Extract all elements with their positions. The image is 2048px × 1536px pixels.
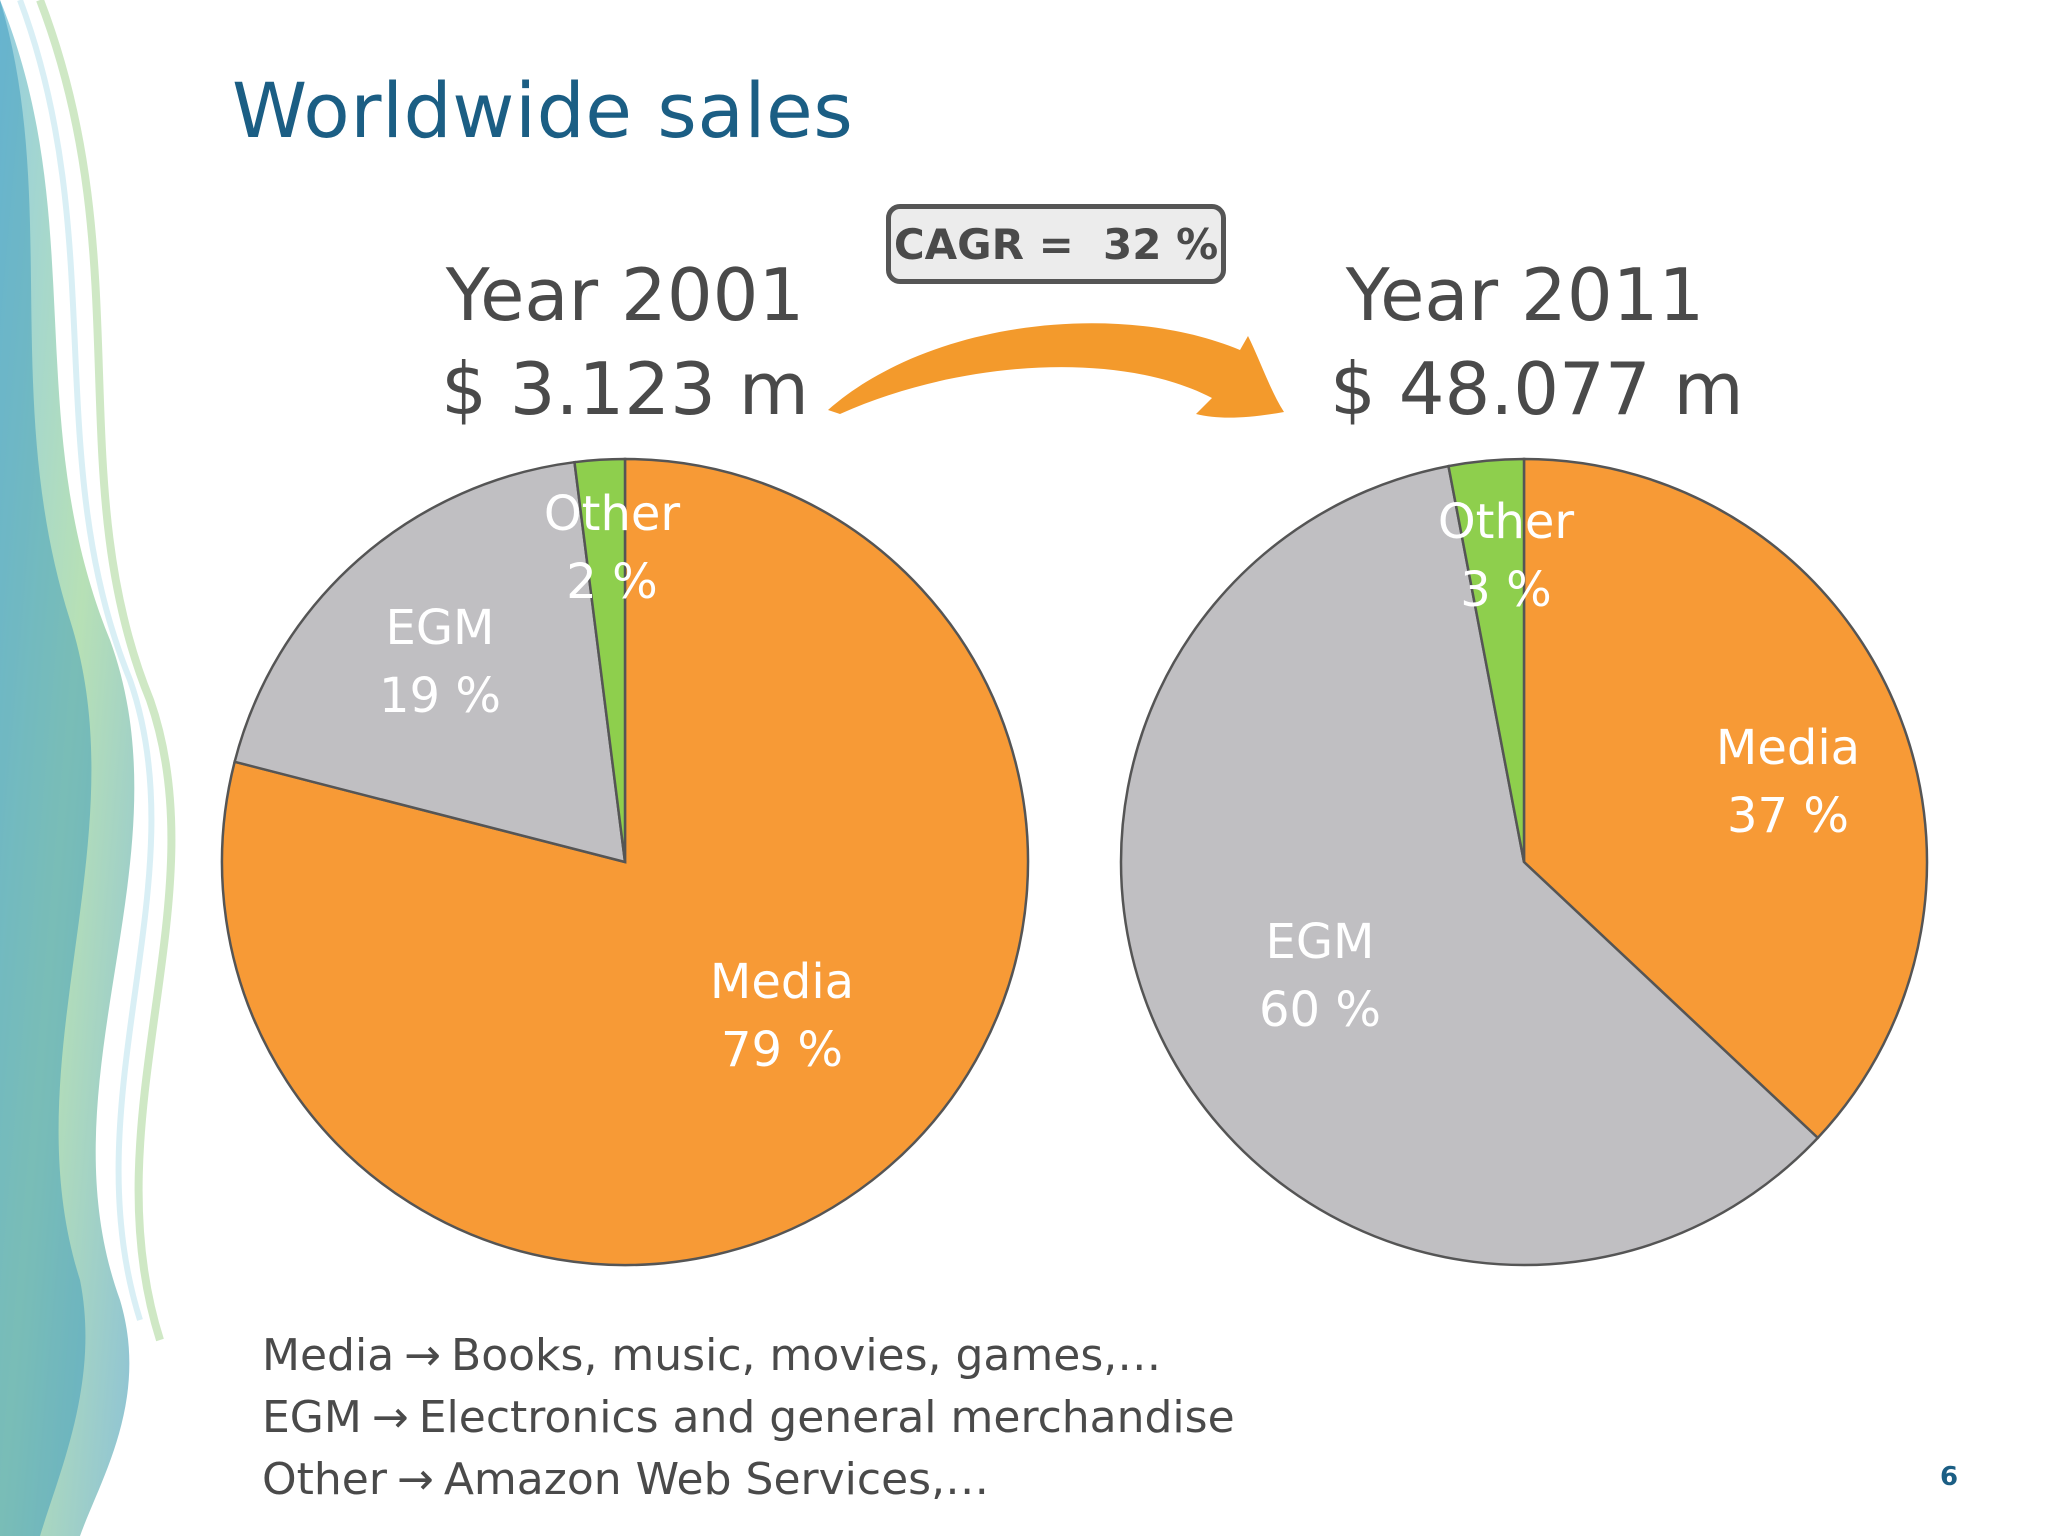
legend-term: Other (262, 1454, 387, 1505)
right-arrow-icon: → (396, 1454, 434, 1505)
slice-label-media: Media (1716, 720, 1860, 776)
legend-description: Books, music, movies, games,… (451, 1330, 1162, 1381)
slice-label-other: Other (1438, 494, 1575, 550)
wave-stroke (0, 0, 92, 1536)
pie1-heading: Year 2001 $ 3.123 m (440, 248, 810, 436)
legend-row-egm: EGM → Electronics and general merchandise (262, 1387, 1235, 1449)
slice-label-other: Other (544, 486, 681, 542)
slice-value-other: 2 % (566, 554, 657, 610)
wave-stroke (36, 0, 176, 1342)
page-number: 6 (1940, 1462, 1959, 1492)
pie-slice-media (1522, 457, 1929, 1140)
right-arrow-icon: → (371, 1392, 409, 1443)
legend-row-other: Other → Amazon Web Services,… (262, 1449, 1235, 1511)
pie2-title: Year 2011 (1345, 253, 1705, 337)
slice-value-media: 79 % (721, 1022, 843, 1078)
pie-slice-other (573, 457, 627, 863)
pie2-heading: Year 2011 $ 48.077 m (1330, 248, 1744, 436)
legend-row-media: Media → Books, music, movies, games,… (262, 1325, 1235, 1387)
slice-label-media: Media (710, 954, 854, 1010)
cagr-badge: CAGR = 32 % (886, 204, 1226, 284)
legend-term: EGM (262, 1392, 362, 1443)
slice-value-egm: 60 % (1259, 982, 1381, 1038)
wave-stroke (17, 0, 155, 1321)
legend: Media → Books, music, movies, games,… EGM →… (262, 1325, 1235, 1511)
growth-arrow-body (828, 323, 1284, 418)
pie-slice-egm (1119, 464, 1820, 1267)
slice-value-other: 3 % (1460, 562, 1551, 618)
pie1-subtitle: $ 3.123 m (441, 347, 809, 431)
slide-title: Worldwide sales (232, 66, 854, 155)
pie-slice-other (1447, 457, 1526, 863)
right-arrow-icon: → (404, 1330, 442, 1381)
slice-label-egm: EGM (386, 600, 495, 656)
slice-value-egm: 19 % (379, 668, 501, 724)
wave-stroke (0, 0, 135, 1536)
pie2-subtitle: $ 48.077 m (1330, 347, 1744, 431)
legend-description: Amazon Web Services,… (443, 1454, 990, 1505)
pie-slice-egm (233, 460, 627, 864)
slice-value-media: 37 % (1727, 788, 1849, 844)
legend-description: Electronics and general merchandise (418, 1392, 1235, 1443)
slice-label-egm: EGM (1266, 914, 1375, 970)
pie1-title: Year 2001 (445, 253, 805, 337)
legend-term: Media (262, 1330, 395, 1381)
